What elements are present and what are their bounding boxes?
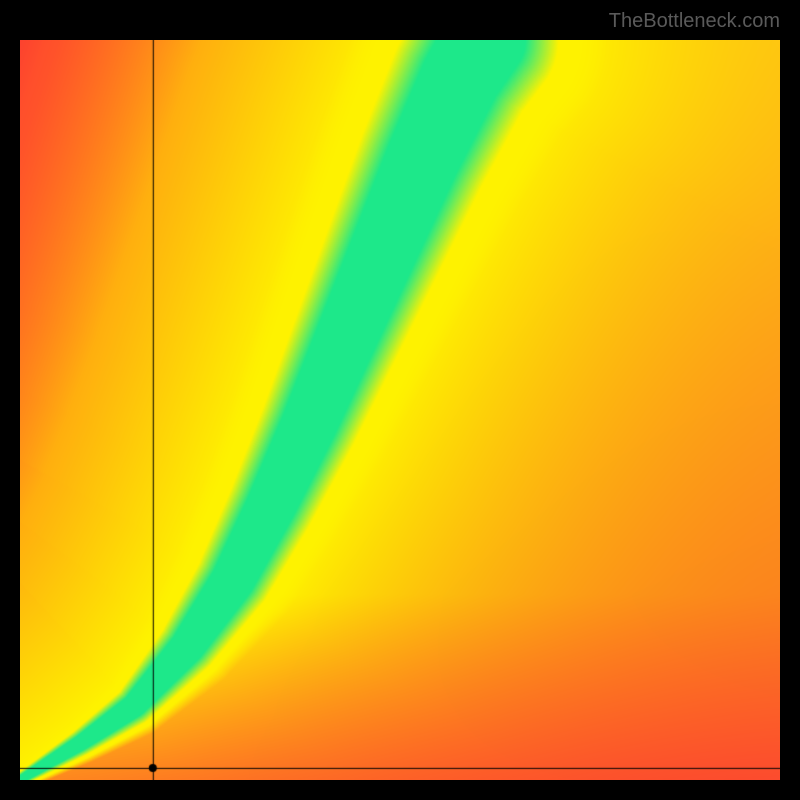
heatmap-canvas bbox=[20, 40, 780, 780]
heatmap-plot bbox=[20, 40, 780, 780]
watermark-text: TheBottleneck.com bbox=[609, 10, 780, 33]
